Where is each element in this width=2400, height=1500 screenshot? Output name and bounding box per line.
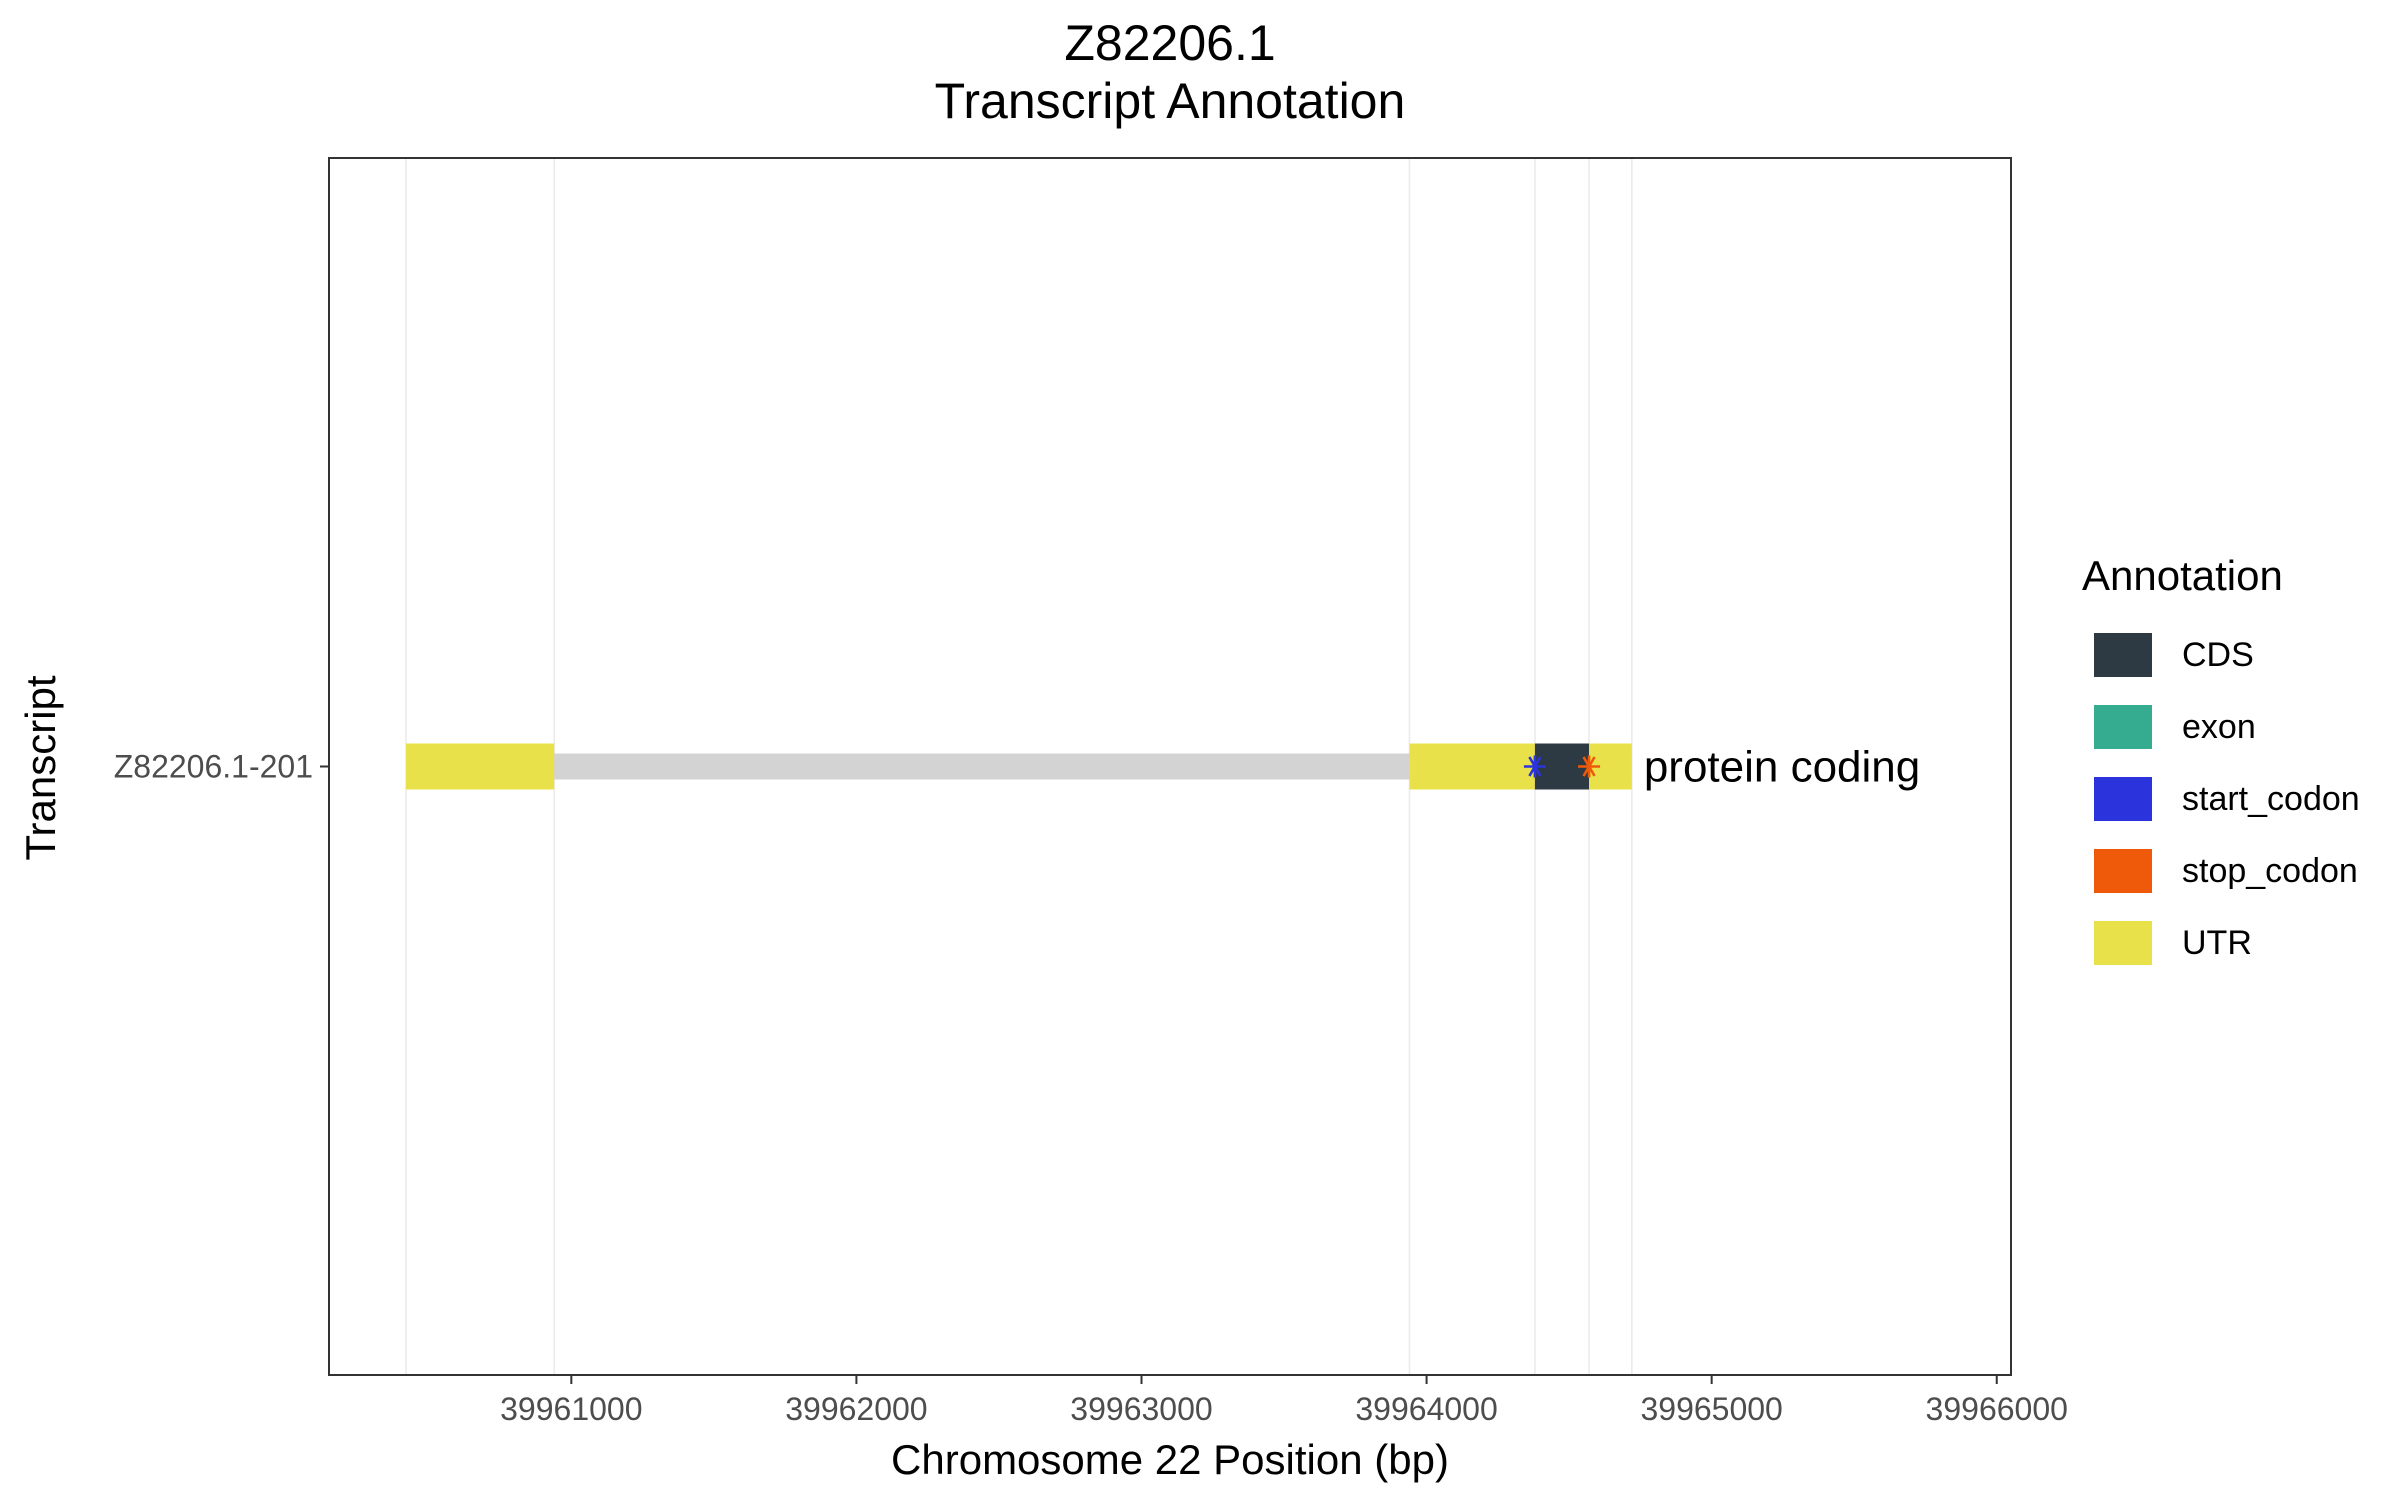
y-tick-label: Z82206.1-201 bbox=[114, 749, 313, 785]
legend-key-stop-codon bbox=[2094, 849, 2152, 893]
legend-label: exon bbox=[2182, 708, 2256, 746]
chart-title: Z82206.1 bbox=[1064, 15, 1275, 71]
x-tick-label: 39966000 bbox=[1926, 1391, 2068, 1427]
legend-key-start-codon bbox=[2094, 777, 2152, 821]
start-codon-marker bbox=[1523, 755, 1546, 778]
feature-utr-bar bbox=[405, 743, 555, 790]
legend-label: CDS bbox=[2182, 636, 2254, 674]
x-tick-label: 39963000 bbox=[1070, 1391, 1212, 1427]
chart-subtitle: Transcript Annotation bbox=[935, 73, 1406, 129]
legend-key-cds bbox=[2094, 633, 2152, 677]
x-axis-label: Chromosome 22 Position (bp) bbox=[891, 1436, 1449, 1483]
x-tick-label: 39965000 bbox=[1640, 1391, 1782, 1427]
x-tick-label: 39961000 bbox=[500, 1391, 642, 1427]
transcript-biotype-label: protein coding bbox=[1644, 743, 1920, 792]
stop-codon-marker bbox=[1578, 755, 1601, 778]
plot-border bbox=[328, 157, 2012, 1376]
legend-label: UTR bbox=[2182, 924, 2252, 962]
legend-key-exon bbox=[2094, 705, 2152, 749]
legend-label: start_codon bbox=[2182, 780, 2360, 818]
x-tick-label: 39964000 bbox=[1355, 1391, 1497, 1427]
legend-label: stop_codon bbox=[2182, 852, 2358, 890]
legend: Annotation CDS exon start_codon stop_codon U… bbox=[2082, 552, 2360, 965]
feature-utr-bar bbox=[1409, 743, 1535, 790]
legend-title: Annotation bbox=[2082, 552, 2283, 599]
x-tick-label: 39962000 bbox=[785, 1391, 927, 1427]
y-axis-label: Transcript bbox=[17, 675, 64, 860]
legend-key-utr bbox=[2094, 921, 2152, 965]
plot-panel: protein coding Z82206.1-201 39961000 399620… bbox=[114, 157, 2068, 1427]
